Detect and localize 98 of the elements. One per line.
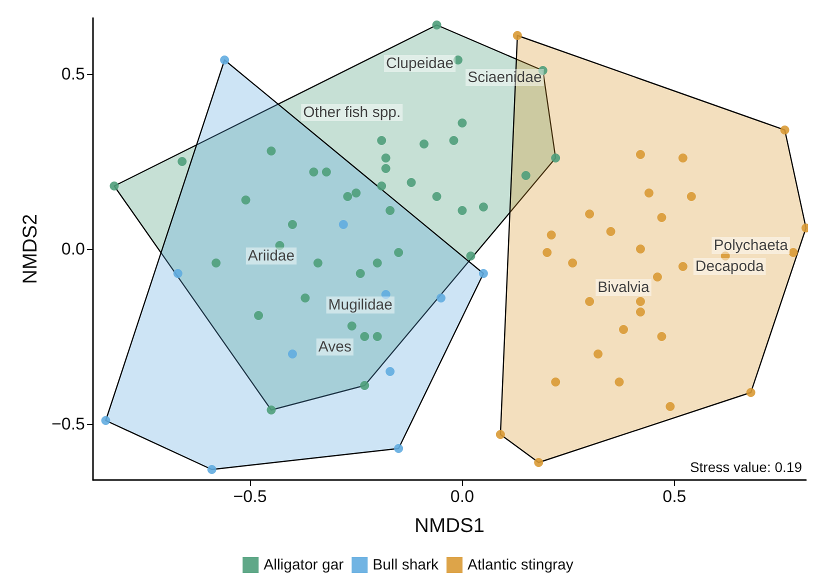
point bbox=[436, 294, 446, 302]
point bbox=[746, 388, 756, 397]
point bbox=[678, 154, 688, 162]
point bbox=[585, 210, 594, 218]
point bbox=[432, 20, 442, 30]
y-tick-label: −0.5 bbox=[51, 414, 85, 434]
x-tick-label: 0.5 bbox=[662, 487, 686, 506]
point bbox=[377, 182, 386, 190]
point bbox=[309, 168, 318, 176]
point bbox=[394, 248, 404, 257]
point bbox=[381, 290, 390, 299]
point bbox=[212, 258, 221, 268]
point bbox=[360, 381, 370, 390]
point bbox=[322, 168, 331, 176]
annotation: Clupeidae bbox=[386, 55, 454, 72]
point bbox=[594, 350, 603, 358]
annotation: Bivalvia bbox=[598, 279, 650, 296]
point bbox=[377, 136, 386, 145]
point bbox=[614, 378, 624, 386]
point bbox=[406, 178, 416, 187]
point bbox=[546, 230, 556, 240]
annotation: Other fish spp. bbox=[303, 104, 401, 121]
point bbox=[173, 269, 182, 278]
point bbox=[449, 136, 458, 145]
point bbox=[420, 140, 429, 148]
point bbox=[178, 157, 187, 166]
point bbox=[288, 220, 297, 229]
point bbox=[657, 332, 666, 341]
point bbox=[636, 308, 645, 316]
point bbox=[394, 444, 404, 453]
point bbox=[657, 213, 666, 222]
point bbox=[207, 465, 216, 474]
point bbox=[352, 188, 361, 198]
point bbox=[266, 146, 276, 156]
point bbox=[466, 252, 476, 260]
point bbox=[521, 171, 530, 180]
point bbox=[458, 206, 467, 215]
point bbox=[372, 258, 382, 268]
point bbox=[241, 196, 250, 204]
point bbox=[652, 272, 662, 282]
x-tick-label: 0.0 bbox=[450, 487, 474, 506]
point bbox=[644, 188, 654, 198]
point bbox=[220, 56, 230, 64]
annotation: Aves bbox=[318, 338, 352, 356]
point bbox=[788, 248, 798, 257]
point bbox=[686, 192, 696, 201]
point bbox=[478, 202, 488, 212]
point bbox=[496, 430, 505, 439]
point bbox=[666, 402, 675, 411]
point bbox=[606, 227, 616, 236]
point bbox=[254, 311, 264, 320]
point bbox=[678, 262, 688, 271]
point bbox=[636, 297, 645, 306]
point bbox=[356, 269, 365, 278]
legend-label: Atlantic stingray bbox=[468, 556, 574, 574]
point bbox=[386, 367, 395, 376]
point bbox=[619, 325, 628, 334]
annotation: Ariidae bbox=[248, 248, 295, 264]
point bbox=[585, 297, 594, 306]
point bbox=[534, 458, 544, 467]
point bbox=[381, 154, 390, 162]
point bbox=[372, 332, 382, 341]
annotation: Mugilidae bbox=[328, 296, 392, 314]
point bbox=[780, 126, 790, 134]
annotation: Polychaeta bbox=[714, 237, 789, 254]
point bbox=[458, 118, 467, 128]
point bbox=[266, 406, 276, 414]
point bbox=[636, 150, 645, 159]
point bbox=[360, 332, 370, 341]
point bbox=[453, 56, 462, 64]
point bbox=[542, 248, 552, 257]
point bbox=[432, 192, 442, 201]
point bbox=[110, 182, 119, 190]
legend-label: Alligator gar bbox=[264, 556, 344, 574]
point bbox=[636, 244, 645, 254]
point bbox=[512, 31, 522, 40]
point bbox=[478, 269, 488, 278]
y-tick-label: 0.5 bbox=[61, 64, 85, 84]
annotation: Decapoda bbox=[695, 258, 764, 275]
point bbox=[275, 241, 284, 250]
point bbox=[288, 350, 297, 358]
point bbox=[300, 294, 310, 302]
x-tick-label: −0.5 bbox=[233, 487, 267, 506]
y-tick-label: 0.0 bbox=[61, 240, 85, 258]
point bbox=[381, 164, 390, 173]
point bbox=[347, 322, 356, 330]
point bbox=[551, 378, 560, 386]
point bbox=[101, 416, 110, 425]
point bbox=[343, 192, 352, 201]
point bbox=[313, 258, 322, 268]
annotation: Stress value: 0.19 bbox=[690, 459, 802, 475]
point bbox=[338, 220, 348, 229]
y-axis-title: NMDS2 bbox=[20, 214, 42, 284]
x-axis-title: NMDS1 bbox=[414, 515, 485, 537]
point bbox=[568, 258, 578, 268]
legend-label: Bull shark bbox=[372, 556, 440, 574]
point bbox=[551, 154, 560, 162]
point bbox=[386, 206, 395, 215]
